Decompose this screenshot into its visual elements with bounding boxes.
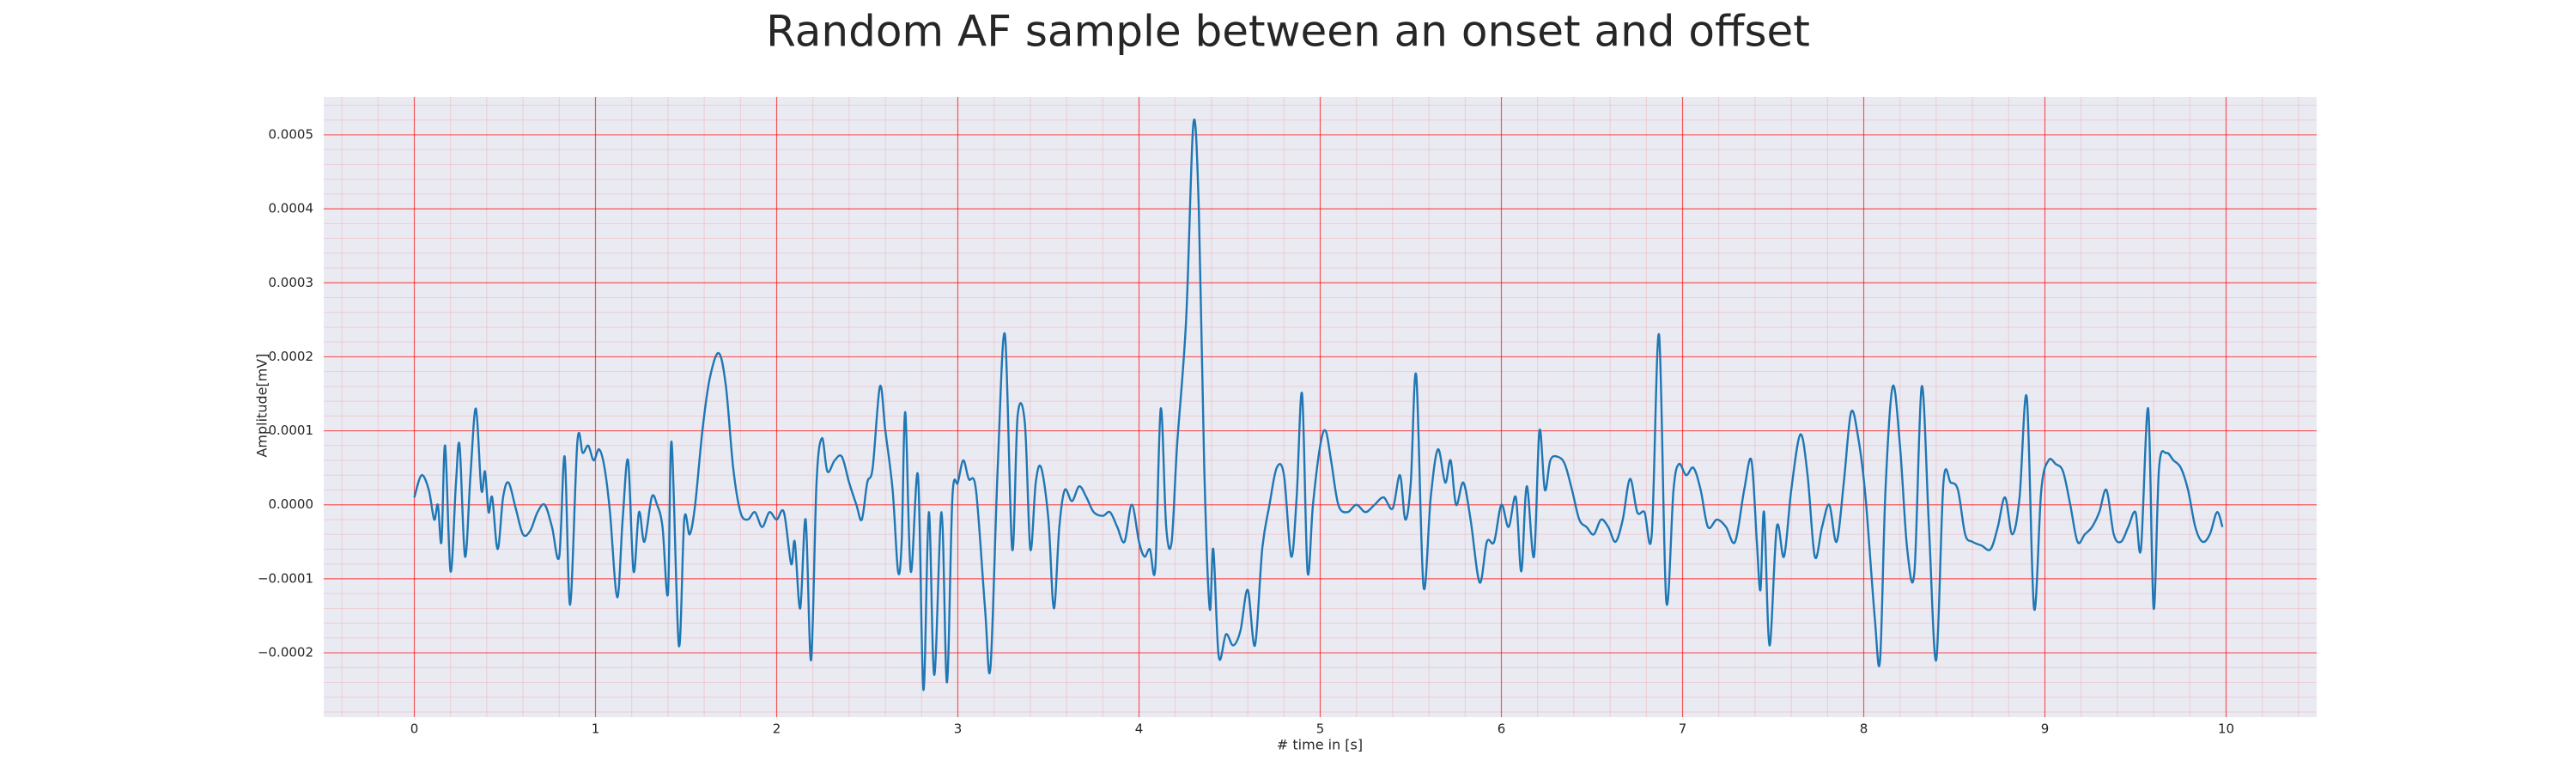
chart-title: Random AF sample between an onset and of… bbox=[766, 7, 1810, 57]
y-tick-label: 0.0004 bbox=[269, 201, 314, 216]
x-axis-label: # time in [s] bbox=[1277, 737, 1363, 753]
x-tick-label: 7 bbox=[1679, 721, 1687, 737]
y-tick-label: 0.0003 bbox=[269, 275, 314, 290]
series-line bbox=[413, 119, 2224, 691]
y-tick-label: 0.0001 bbox=[269, 423, 314, 438]
x-tick-label: 9 bbox=[2041, 721, 2050, 737]
y-tick-label: 0.0005 bbox=[269, 126, 314, 142]
x-tick-label: 3 bbox=[954, 721, 963, 737]
x-tick-label: 5 bbox=[1316, 721, 1325, 737]
major-grid bbox=[324, 97, 2317, 717]
x-tick-label: 4 bbox=[1135, 721, 1144, 737]
series-layer bbox=[413, 119, 2224, 691]
y-tick-label: 0.0002 bbox=[269, 349, 314, 364]
x-tick-label: 6 bbox=[1498, 721, 1506, 737]
x-tick-label: 8 bbox=[1860, 721, 1868, 737]
labels: 0 1 2 3 4 5 6 7 8 9 10 −0.0002 −0.0001 0.0000 0.0001 0.… bbox=[258, 126, 2234, 736]
x-tick-label: 2 bbox=[773, 721, 781, 737]
y-tick-label: 0.0000 bbox=[269, 496, 314, 512]
y-tick-label: −0.0002 bbox=[258, 645, 313, 660]
y-axis-label: Amplitude[mV] bbox=[254, 353, 270, 457]
x-tick-label: 10 bbox=[2218, 721, 2234, 737]
y-tick-label: −0.0001 bbox=[258, 570, 313, 586]
x-tick-label: 1 bbox=[592, 721, 600, 737]
x-tick-label: 0 bbox=[410, 721, 419, 737]
